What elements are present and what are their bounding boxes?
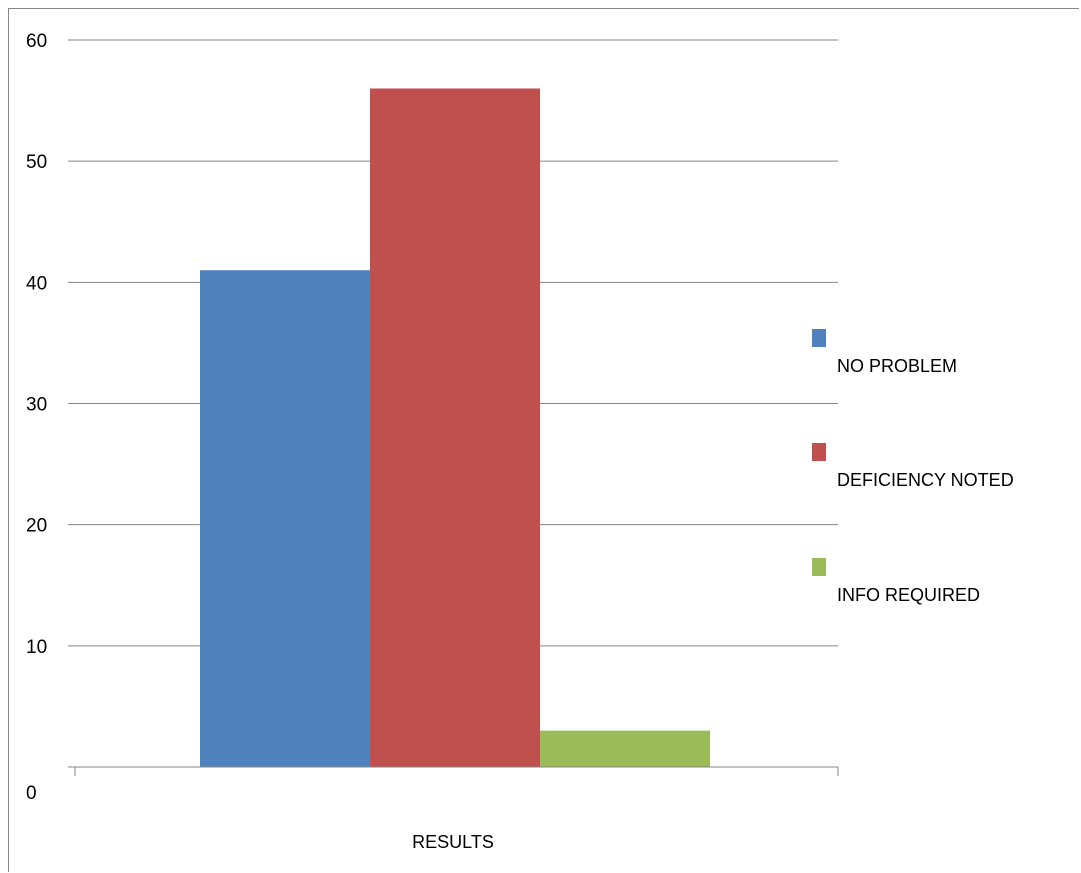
legend-swatch-no-problem <box>812 329 826 347</box>
y-tick-label: 10 <box>26 637 47 658</box>
bar-deficiency-noted <box>370 88 540 767</box>
bars <box>200 88 710 767</box>
y-tick-label: 30 <box>26 395 47 416</box>
legend-label-deficiency-noted: DEFICIENCY NOTED <box>837 470 1014 490</box>
bar-info-required <box>540 730 710 767</box>
chart-frame <box>8 8 1079 872</box>
y-tick-label: 0 <box>26 783 37 804</box>
y-tick-label: 50 <box>26 152 47 173</box>
x-axis <box>68 766 839 776</box>
y-tick-label: 20 <box>26 516 47 537</box>
y-tick-label: 40 <box>26 273 47 294</box>
y-tick-label: 60 <box>26 31 47 52</box>
legend-swatch-deficiency-noted <box>812 443 826 461</box>
legend-swatch-info-required <box>812 558 826 576</box>
legend-label-no-problem: NO PROBLEM <box>837 356 957 376</box>
legend-label-info-required: INFO REQUIRED <box>837 585 980 605</box>
legend: NO PROBLEM DEFICIENCY NOTED INFO REQUIRED <box>812 329 1014 605</box>
bar-no-problem <box>200 270 370 767</box>
category-label-results: RESULTS <box>412 832 494 852</box>
y-axis-tick-labels: 0 10 20 30 40 50 60 <box>26 31 47 804</box>
